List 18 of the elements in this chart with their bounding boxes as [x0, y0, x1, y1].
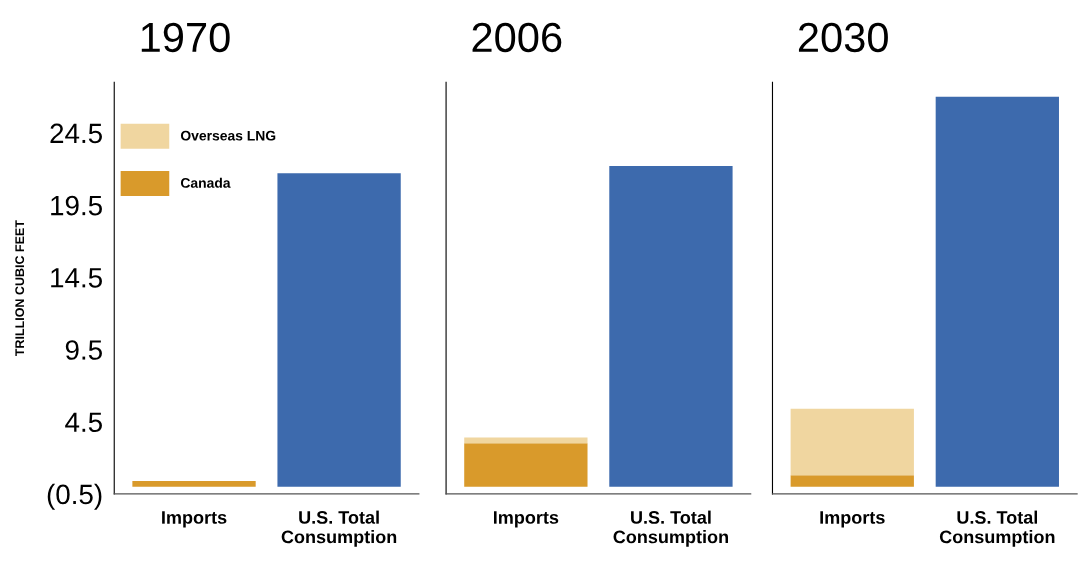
x-tick-label: U.S. Total Consumption: [281, 510, 397, 547]
y-tick-label: 9.5: [65, 340, 102, 360]
x-tick-label: U.S. Total Consumption: [613, 510, 728, 547]
y-tick-label: 19.5: [51, 195, 102, 216]
y-axis-title: TRILLION CUBIC FEET: [15, 220, 25, 357]
y-tick-label: 14.5: [51, 268, 102, 288]
chart-title: 2030: [798, 22, 888, 53]
x-tick-label: Imports: [162, 511, 227, 528]
x-tick-label: Imports: [493, 511, 559, 528]
y-tick-label: 24.5: [50, 123, 102, 144]
legend-label: Canada: [180, 177, 231, 188]
x-tick-label: Imports: [820, 511, 885, 528]
y-tick-label: 4.5: [65, 412, 102, 433]
chart-title: 2006: [472, 22, 562, 53]
y-tick-label: (0.5): [47, 483, 102, 510]
x-tick-label: U.S. Total Consumption: [939, 510, 1055, 547]
legend-label: Overseas LNG: [180, 130, 276, 141]
chart-title: 1970: [141, 22, 230, 53]
